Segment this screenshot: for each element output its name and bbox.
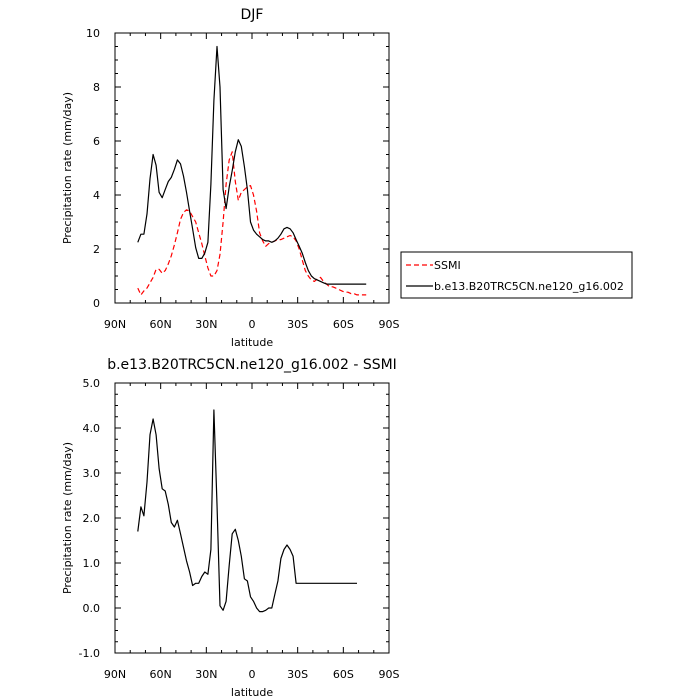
series-line-0: [137, 409, 357, 613]
series-line-0: [137, 151, 367, 296]
y-tick-label: 4: [93, 189, 100, 202]
x-tick-label: 90N: [104, 668, 126, 681]
legend-box: [400, 251, 633, 299]
y-tick-label: 2: [93, 243, 100, 256]
legend-label: SSMI: [434, 259, 461, 272]
legend-label: b.e13.B20TRC5CN.ne120_g16.002: [434, 280, 624, 293]
x-axis-label: latitude: [231, 336, 273, 349]
y-tick-label: 5.0: [83, 377, 101, 390]
x-tick-label: 30S: [287, 318, 308, 331]
x-tick-label: 0: [249, 318, 256, 331]
x-tick-label: 60N: [150, 668, 172, 681]
x-tick-label: 90S: [379, 318, 400, 331]
x-tick-label: 60S: [333, 668, 354, 681]
chart-top: DJF 90N 60N 30N 0 30S 60S 90S 0 2 4 6 8 10 latitude Pre…: [61, 7, 633, 349]
x-tick-label: 30N: [195, 668, 217, 681]
x-tick-label: 60N: [150, 318, 172, 331]
plot-frame: [114, 382, 390, 654]
chart-bottom: b.e13.B20TRC5CN.ne120_g16.002 - SSMI 90N 6…: [61, 357, 400, 699]
y-tick-label: 3.0: [83, 467, 101, 480]
y-tick-label: 10: [86, 27, 100, 40]
y-axis-label: Precipitation rate (mm/day): [61, 92, 74, 244]
y-tick-label: -1.0: [79, 647, 100, 660]
x-tick-label: 90N: [104, 318, 126, 331]
y-tick-label: 1.0: [83, 557, 101, 570]
y-tick-label: 2.0: [83, 512, 101, 525]
series-line-1: [137, 45, 367, 285]
x-tick-label: 30N: [195, 318, 217, 331]
x-axis-label: latitude: [231, 686, 273, 699]
y-tick-label: 8: [93, 81, 100, 94]
y-tick-label: 6: [93, 135, 100, 148]
x-tick-label: 90S: [379, 668, 400, 681]
chart-title: b.e13.B20TRC5CN.ne120_g16.002 - SSMI: [107, 357, 397, 373]
x-tick-label: 60S: [333, 318, 354, 331]
y-tick-label: 0.0: [83, 602, 101, 615]
legend: SSMI b.e13.B20TRC5CN.ne120_g16.002: [400, 251, 633, 299]
chart-title: DJF: [241, 7, 264, 23]
y-tick-label: 4.0: [83, 422, 101, 435]
y-tick-label: 0: [93, 297, 100, 310]
x-tick-label: 30S: [287, 668, 308, 681]
x-tick-label: 0: [249, 668, 256, 681]
y-axis-label: Precipitation rate (mm/day): [61, 442, 74, 594]
